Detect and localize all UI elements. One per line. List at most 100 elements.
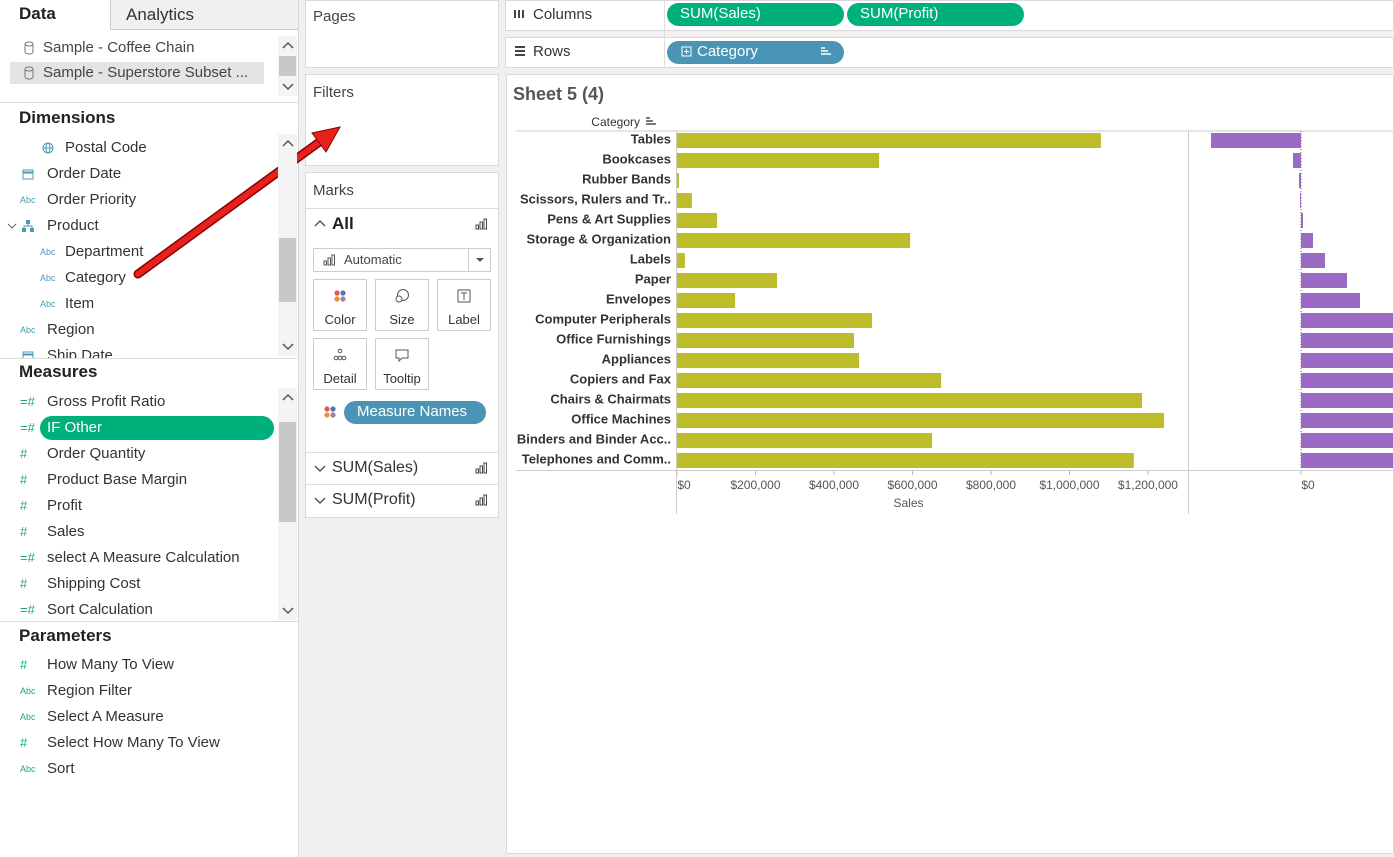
field[interactable]: Gross Profit Ratio — [47, 393, 166, 410]
bar — [677, 133, 1101, 148]
field[interactable]: Shipping Cost — [47, 575, 141, 592]
section-title: Dimensions — [19, 108, 116, 127]
mark-button-label[interactable]: Color — [324, 312, 356, 327]
bars-icon — [475, 224, 479, 230]
x-tick-label: $0 — [677, 478, 691, 492]
color-dot — [334, 296, 340, 302]
expand — [314, 497, 326, 505]
field[interactable]: Item — [65, 295, 95, 312]
mark-button[interactable] — [375, 279, 429, 331]
field[interactable]: Sales — [47, 523, 85, 540]
category-label: Pens & Art Supplies — [547, 211, 671, 226]
bar — [1301, 313, 1393, 328]
source-highlight — [10, 62, 264, 84]
field[interactable]: Profit — [47, 497, 83, 514]
mark-button[interactable] — [375, 338, 429, 390]
marks-all[interactable]: All — [332, 214, 354, 233]
scroll-down — [282, 83, 294, 91]
marks-measure[interactable]: SUM(Sales) — [332, 459, 419, 476]
field[interactable]: Order Quantity — [47, 445, 146, 462]
column-pill[interactable]: SUM(Profit) — [847, 3, 1024, 26]
field[interactable]: Ship Date — [47, 347, 113, 358]
bar — [1301, 273, 1347, 288]
bar — [1301, 213, 1303, 228]
section-divider — [0, 102, 298, 103]
db-body — [24, 44, 34, 55]
field-icon — [314, 465, 326, 473]
data-source[interactable]: Sample - Superstore Subset ... — [43, 64, 249, 81]
dropdown-sep — [468, 249, 469, 271]
field[interactable]: Product — [47, 217, 99, 234]
field-icon — [475, 218, 487, 230]
marks-pill[interactable]: Measure Names — [344, 401, 486, 424]
node — [30, 228, 34, 232]
category-label: Office Machines — [571, 411, 671, 426]
field-icon — [24, 66, 34, 80]
marks-divider — [306, 484, 498, 485]
field[interactable]: select A Measure Calculation — [47, 549, 240, 566]
mark-button-label[interactable]: Detail — [323, 371, 357, 386]
field-type-icon: # — [20, 472, 28, 487]
data-source[interactable]: Sample - Coffee Chain — [43, 39, 195, 56]
mark-button[interactable] — [313, 279, 367, 331]
bar — [1301, 253, 1325, 268]
tab[interactable]: Data — [19, 4, 56, 23]
expand-chevron — [7, 223, 17, 229]
x-tick-label: $1,200,000 — [1118, 478, 1178, 492]
field[interactable]: Product Base Margin — [47, 471, 188, 488]
column-pill[interactable]: SUM(Sales) — [667, 3, 844, 26]
color-dot — [340, 296, 346, 302]
sheet-area — [506, 74, 1394, 854]
field[interactable]: Postal Code — [65, 139, 147, 156]
field[interactable]: Select A Measure — [47, 708, 164, 725]
field-type-icon: # — [20, 576, 28, 591]
mark-button-label[interactable]: Size — [389, 312, 415, 327]
field[interactable]: Order Priority — [47, 191, 137, 208]
field-icon — [42, 142, 54, 154]
field[interactable]: Category — [65, 269, 126, 286]
calendar — [22, 169, 34, 180]
field-type-icon: # — [20, 735, 28, 750]
row-header: Category — [591, 115, 640, 129]
scroll-down — [282, 607, 294, 615]
color-dot — [340, 290, 346, 296]
row-pill[interactable]: Category — [667, 41, 844, 64]
x-tick-label: $200,000 — [730, 478, 780, 492]
mark-type[interactable]: Automatic — [344, 252, 402, 267]
detail-dot — [341, 355, 347, 361]
category-label: Computer Peripherals — [535, 311, 671, 326]
analytics-tab-bg — [110, 0, 298, 30]
category-label: Scissors, Rulers and Tr.. — [520, 191, 671, 206]
bars-icon — [483, 218, 487, 230]
detail-dot — [337, 355, 343, 361]
mark-button-label[interactable]: Label — [448, 312, 480, 327]
field[interactable]: Sort Calculation — [47, 601, 153, 618]
tab[interactable]: Analytics — [126, 5, 195, 24]
field-type-icon: =# — [20, 602, 35, 617]
mark-button[interactable] — [437, 279, 491, 331]
field[interactable]: Region Filter — [47, 682, 133, 699]
mark-button[interactable] — [313, 338, 367, 390]
bar — [677, 153, 880, 168]
field-icon — [323, 254, 335, 266]
field[interactable]: Select How Many To View — [47, 734, 220, 751]
link — [23, 224, 33, 228]
field[interactable]: How Many To View — [47, 656, 175, 673]
field[interactable]: IF Other — [47, 419, 103, 436]
field[interactable]: Region — [47, 321, 95, 338]
bar — [677, 393, 1143, 408]
bar — [1293, 153, 1301, 168]
field-icon — [282, 343, 294, 351]
field-icon — [7, 223, 17, 229]
mark-type-dropdown — [313, 248, 491, 272]
field[interactable]: Department — [65, 243, 144, 260]
field-icon — [475, 494, 487, 506]
field-type-icon: # — [20, 498, 28, 513]
field[interactable]: Order Date — [47, 165, 122, 182]
shelf-label: Columns — [533, 6, 593, 23]
field[interactable]: Sort — [47, 760, 75, 777]
field-icon — [282, 41, 294, 49]
mark-button-label[interactable]: Tooltip — [383, 371, 421, 386]
field-icon — [282, 393, 294, 401]
marks-measure[interactable]: SUM(Profit) — [332, 491, 416, 508]
